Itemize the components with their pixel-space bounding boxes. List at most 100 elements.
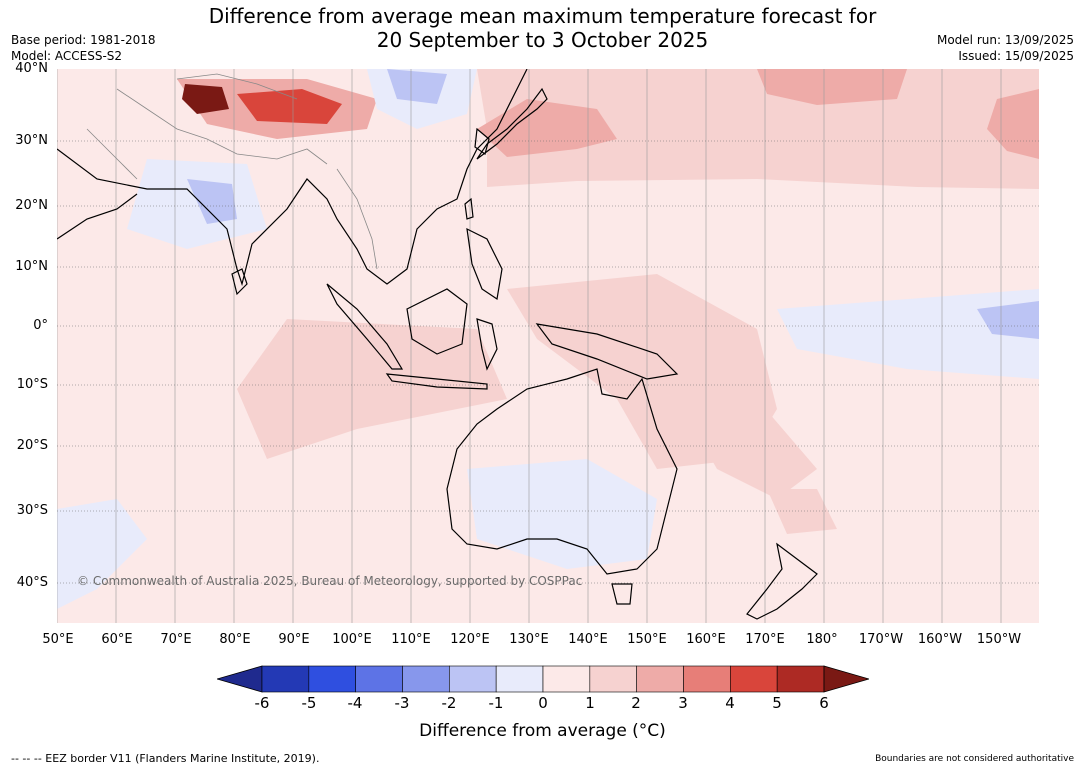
graticule (57, 69, 1002, 623)
cool-anomaly-equatorial-pacific (777, 289, 1039, 379)
warm-anomaly-japan (477, 99, 617, 157)
hot-anomaly-core (182, 84, 229, 114)
lat-label: 20°N (15, 198, 48, 213)
colorbar-extension-high (823, 665, 869, 693)
colorbar-cells (217, 665, 869, 693)
colorbar-cell (776, 665, 825, 693)
lat-label: 40°N (15, 61, 48, 76)
cool-anomaly-india (127, 159, 267, 249)
colorbar-label: Difference from average (°C) (419, 721, 666, 741)
coast-sumatra (326, 283, 404, 370)
colorbar-cell (261, 665, 310, 693)
colorbar-tick: -5 (301, 694, 317, 712)
colorbar-cell (495, 665, 544, 693)
lat-label: 0° (33, 318, 48, 333)
copyright-notice: © Commonwealth of Australia 2025, Bureau… (77, 574, 583, 588)
anomaly-shading (57, 69, 1039, 609)
colorbar-cell (589, 665, 637, 693)
coast-japan (476, 87, 548, 160)
eez-note: -- -- -- EEZ border V11 (Flanders Marine… (11, 752, 320, 765)
coast-sulawesi (476, 318, 498, 371)
lon-label: 130°E (509, 632, 549, 647)
lon-label: 150°E (627, 632, 667, 647)
model-run: Model run: 13/09/2025 (936, 33, 1074, 47)
cool-anomaly-china-core (387, 69, 447, 104)
lon-label: 90°E (278, 632, 310, 647)
colorbar-cell (542, 665, 591, 693)
title-line-2: 20 September to 3 October 2025 (376, 28, 709, 52)
colorbar-cell (730, 665, 778, 693)
coastlines (57, 69, 818, 620)
title-line-1: Difference from average mean maximum tem… (208, 4, 877, 28)
lon-label: 170°W (858, 632, 904, 647)
map-area: © Commonwealth of Australia 2025, Bureau… (57, 69, 1039, 623)
colorbar-tick: 2 (631, 694, 641, 712)
colorbar-tick: 0 (538, 694, 548, 712)
lon-label: 150°W (976, 632, 1022, 647)
coast-asia (57, 69, 528, 287)
colorbar-cell (308, 665, 356, 693)
lat-label: 10°N (15, 259, 48, 274)
lon-label: 180° (806, 632, 838, 647)
colorbar-cell (355, 665, 403, 693)
warm-anomaly-north-pacific (477, 69, 1039, 189)
lon-label: 70°E (160, 632, 192, 647)
hot-anomaly-tibet (237, 89, 342, 124)
lon-label: 50°E (42, 632, 74, 647)
warm-anomaly-coral-sea (677, 399, 817, 499)
colorbar-tick: -3 (394, 694, 410, 712)
cool-anomaly-australia (467, 459, 657, 569)
lon-label: 160°W (917, 632, 963, 647)
colorbar (217, 665, 869, 693)
lat-label: 40°S (16, 575, 48, 590)
lon-label: 160°E (686, 632, 726, 647)
model-name: Model: ACCESS-S2 (11, 49, 123, 63)
coast-korea (474, 127, 490, 155)
issued-date: Issued: 15/09/2025 (958, 49, 1074, 63)
coast-australia (446, 368, 678, 575)
colorbar-tick: 1 (585, 694, 595, 712)
colorbar-tick: 4 (725, 694, 735, 712)
colorbar-cell (636, 665, 684, 693)
colorbar-tick: -1 (488, 694, 504, 712)
lat-label: 20°S (16, 438, 48, 453)
colorbar-tick: -4 (347, 694, 363, 712)
country-borders (86, 73, 378, 270)
meta-right: Model run: 13/09/2025 Issued: 15/09/2025 (937, 32, 1074, 64)
warm-anomaly-new-zealand (767, 489, 837, 534)
map-title: Difference from average mean maximum tem… (0, 4, 1085, 52)
colorbar-tick: 6 (819, 694, 829, 712)
cool-anomaly-southwest (57, 499, 147, 609)
coast-taiwan (464, 197, 474, 220)
coast-sri-lanka (231, 268, 248, 296)
lon-label: 140°E (568, 632, 608, 647)
colorbar-tick: -2 (441, 694, 457, 712)
colorbar-cell (683, 665, 731, 693)
warm-anomaly-pacific-ne (757, 69, 907, 105)
coast-arabia (57, 193, 138, 240)
lon-label: 120°E (450, 632, 490, 647)
colorbar-cell (449, 665, 497, 693)
meta-left: Base period: 1981-2018 Model: ACCESS-S2 (11, 32, 156, 64)
lat-label: 10°S (16, 377, 48, 392)
lon-label: 110°E (391, 632, 431, 647)
warm-anomaly-east-edge (987, 89, 1039, 159)
colorbar-tick: -6 (254, 694, 270, 712)
coast-tasmania (611, 583, 633, 605)
colorbar-ticks: -6 -5 -4 -3 -2 -1 0 1 2 3 4 5 6 (0, 694, 1085, 714)
colorbar-cell (402, 665, 450, 693)
map-canvas (57, 69, 1039, 623)
lon-label: 170°E (745, 632, 785, 647)
lat-label: 30°S (16, 503, 48, 518)
colorbar-tick: 3 (678, 694, 688, 712)
lon-label: 80°E (219, 632, 251, 647)
lat-label: 30°N (15, 133, 48, 148)
cool-anomaly-equatorial-pacific-core (977, 301, 1039, 339)
coast-new-zealand (746, 542, 818, 620)
cool-anomaly-india-core (187, 179, 237, 224)
coast-borneo (406, 288, 468, 355)
coast-new-guinea (535, 323, 679, 380)
base-period: Base period: 1981-2018 (11, 33, 156, 47)
colorbar-tick: 5 (772, 694, 782, 712)
lon-label: 60°E (101, 632, 133, 647)
